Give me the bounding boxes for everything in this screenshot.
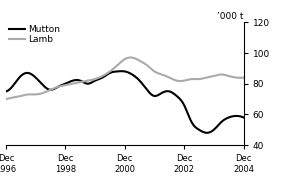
- Mutton: [221, 120, 225, 122]
- Mutton: [242, 116, 245, 119]
- Lamb: [129, 56, 132, 59]
- Mutton: [5, 90, 9, 92]
- Lamb: [220, 73, 224, 76]
- Mutton: [146, 89, 149, 91]
- Text: ’000 t: ’000 t: [217, 12, 244, 21]
- Mutton: [120, 70, 124, 72]
- Mutton: [206, 132, 210, 134]
- Lamb: [5, 98, 9, 100]
- Legend: Mutton, Lamb: Mutton, Lamb: [8, 24, 61, 45]
- Lamb: [242, 76, 245, 79]
- Line: Mutton: Mutton: [6, 71, 244, 133]
- Lamb: [150, 69, 154, 71]
- Mutton: [146, 90, 150, 92]
- Mutton: [150, 94, 154, 96]
- Lamb: [205, 76, 209, 78]
- Lamb: [146, 65, 150, 67]
- Line: Lamb: Lamb: [6, 57, 244, 99]
- Mutton: [4, 90, 8, 92]
- Mutton: [205, 132, 209, 134]
- Lamb: [146, 65, 149, 67]
- Lamb: [4, 98, 8, 100]
